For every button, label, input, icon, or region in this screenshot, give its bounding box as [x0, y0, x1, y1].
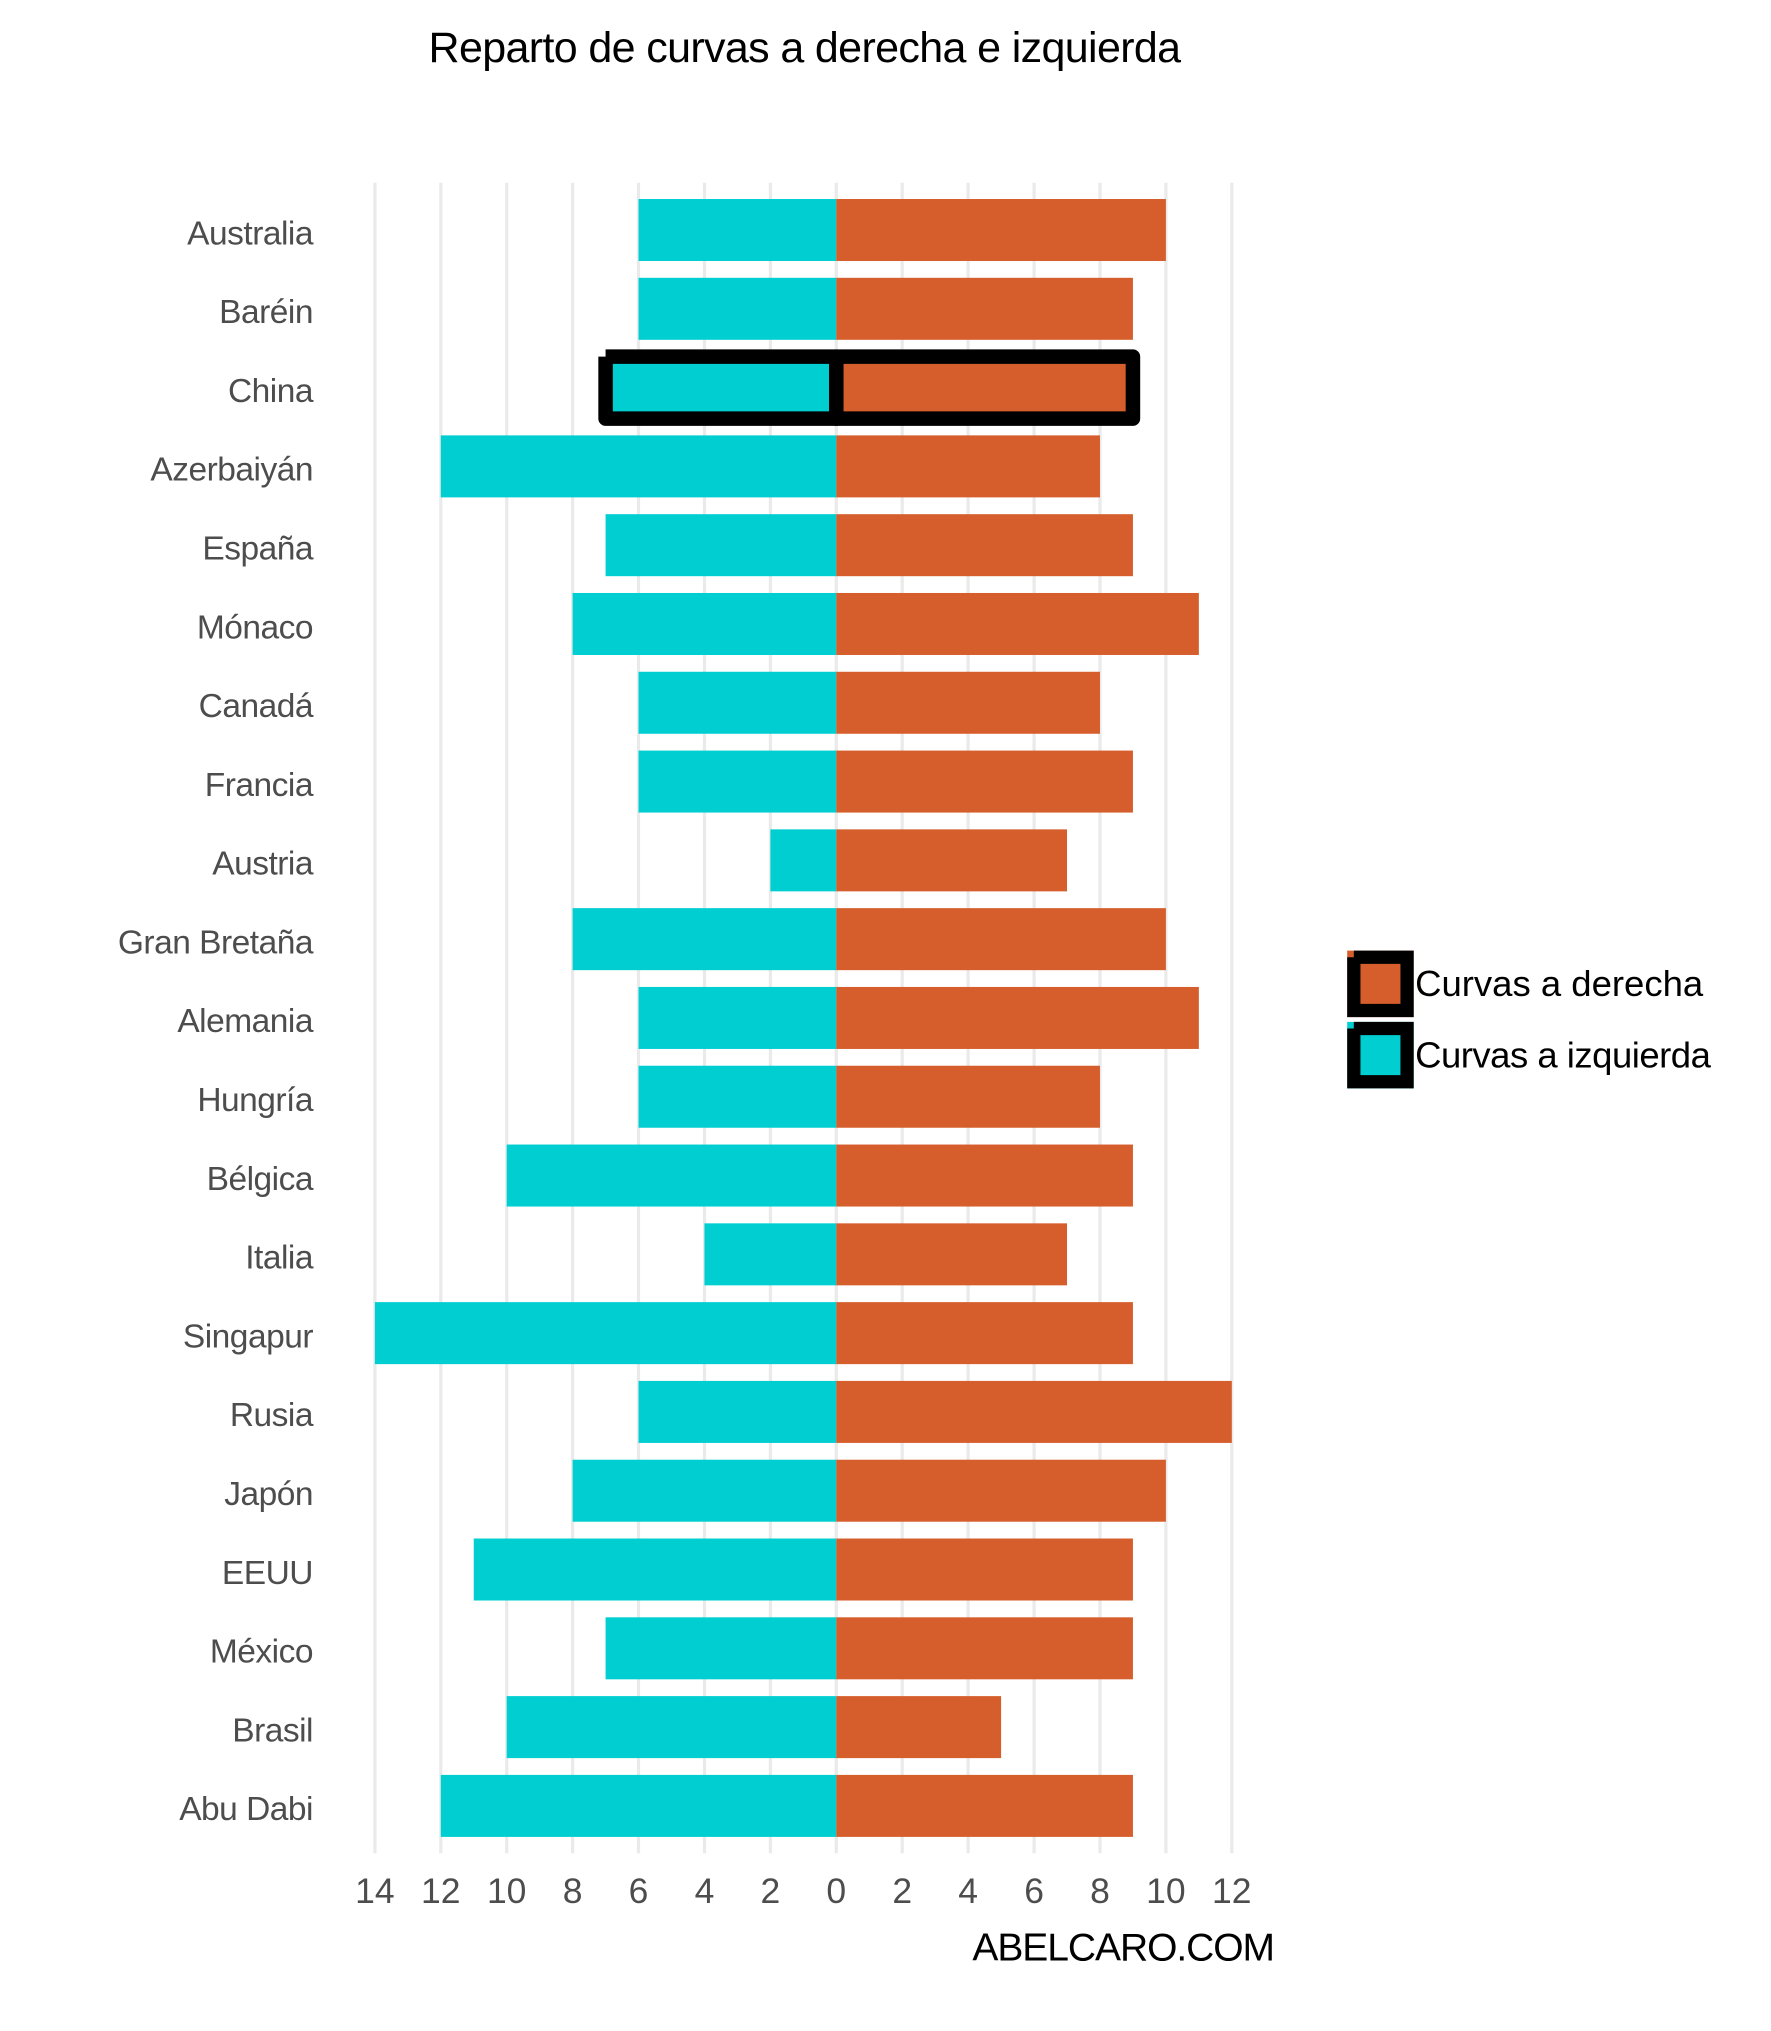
svg-text:Bélgica: Bélgica [207, 1161, 314, 1198]
svg-text:Francia: Francia [205, 767, 314, 804]
svg-text:México: México [210, 1634, 313, 1671]
svg-text:Canadá: Canadá [199, 688, 314, 725]
svg-text:6: 6 [1024, 1871, 1044, 1911]
svg-text:Japón: Japón [224, 1476, 313, 1513]
svg-text:10: 10 [487, 1871, 527, 1911]
svg-text:Abu Dabi: Abu Dabi [179, 1791, 313, 1828]
svg-text:12: 12 [1212, 1871, 1252, 1911]
svg-text:ABELCARO.COM: ABELCARO.COM [972, 1926, 1274, 1969]
svg-text:Curvas a izquierda: Curvas a izquierda [1415, 1034, 1712, 1075]
svg-text:Rusia: Rusia [230, 1397, 314, 1434]
svg-text:Alemania: Alemania [177, 1003, 314, 1040]
svg-text:4: 4 [695, 1871, 715, 1911]
svg-text:12: 12 [421, 1871, 461, 1911]
svg-text:8: 8 [1090, 1871, 1110, 1911]
svg-text:Hungría: Hungría [197, 1082, 314, 1119]
svg-text:Italia: Italia [245, 1240, 314, 1277]
svg-text:Azerbaiyán: Azerbaiyán [150, 452, 313, 489]
svg-text:8: 8 [563, 1871, 583, 1911]
svg-text:0: 0 [826, 1871, 846, 1911]
svg-text:2: 2 [761, 1871, 781, 1911]
svg-text:Curvas a derecha: Curvas a derecha [1415, 963, 1704, 1004]
svg-text:China: China [228, 373, 314, 410]
svg-text:Reparto de curvas a derecha e: Reparto de curvas a derecha e izquierda [429, 24, 1182, 72]
svg-text:EEUU: EEUU [222, 1555, 313, 1592]
svg-text:10: 10 [1146, 1871, 1186, 1911]
svg-text:6: 6 [629, 1871, 649, 1911]
svg-text:4: 4 [958, 1871, 978, 1911]
svg-text:14: 14 [355, 1871, 395, 1911]
svg-text:Austria: Austria [212, 846, 314, 883]
svg-text:España: España [202, 531, 313, 568]
svg-text:Mónaco: Mónaco [197, 609, 313, 646]
svg-text:Gran Bretaña: Gran Bretaña [118, 925, 314, 962]
svg-text:2: 2 [892, 1871, 912, 1911]
svg-text:Baréin: Baréin [219, 294, 313, 331]
svg-text:Australia: Australia [187, 215, 314, 252]
svg-text:Brasil: Brasil [232, 1712, 313, 1749]
svg-text:Singapur: Singapur [183, 1318, 313, 1355]
